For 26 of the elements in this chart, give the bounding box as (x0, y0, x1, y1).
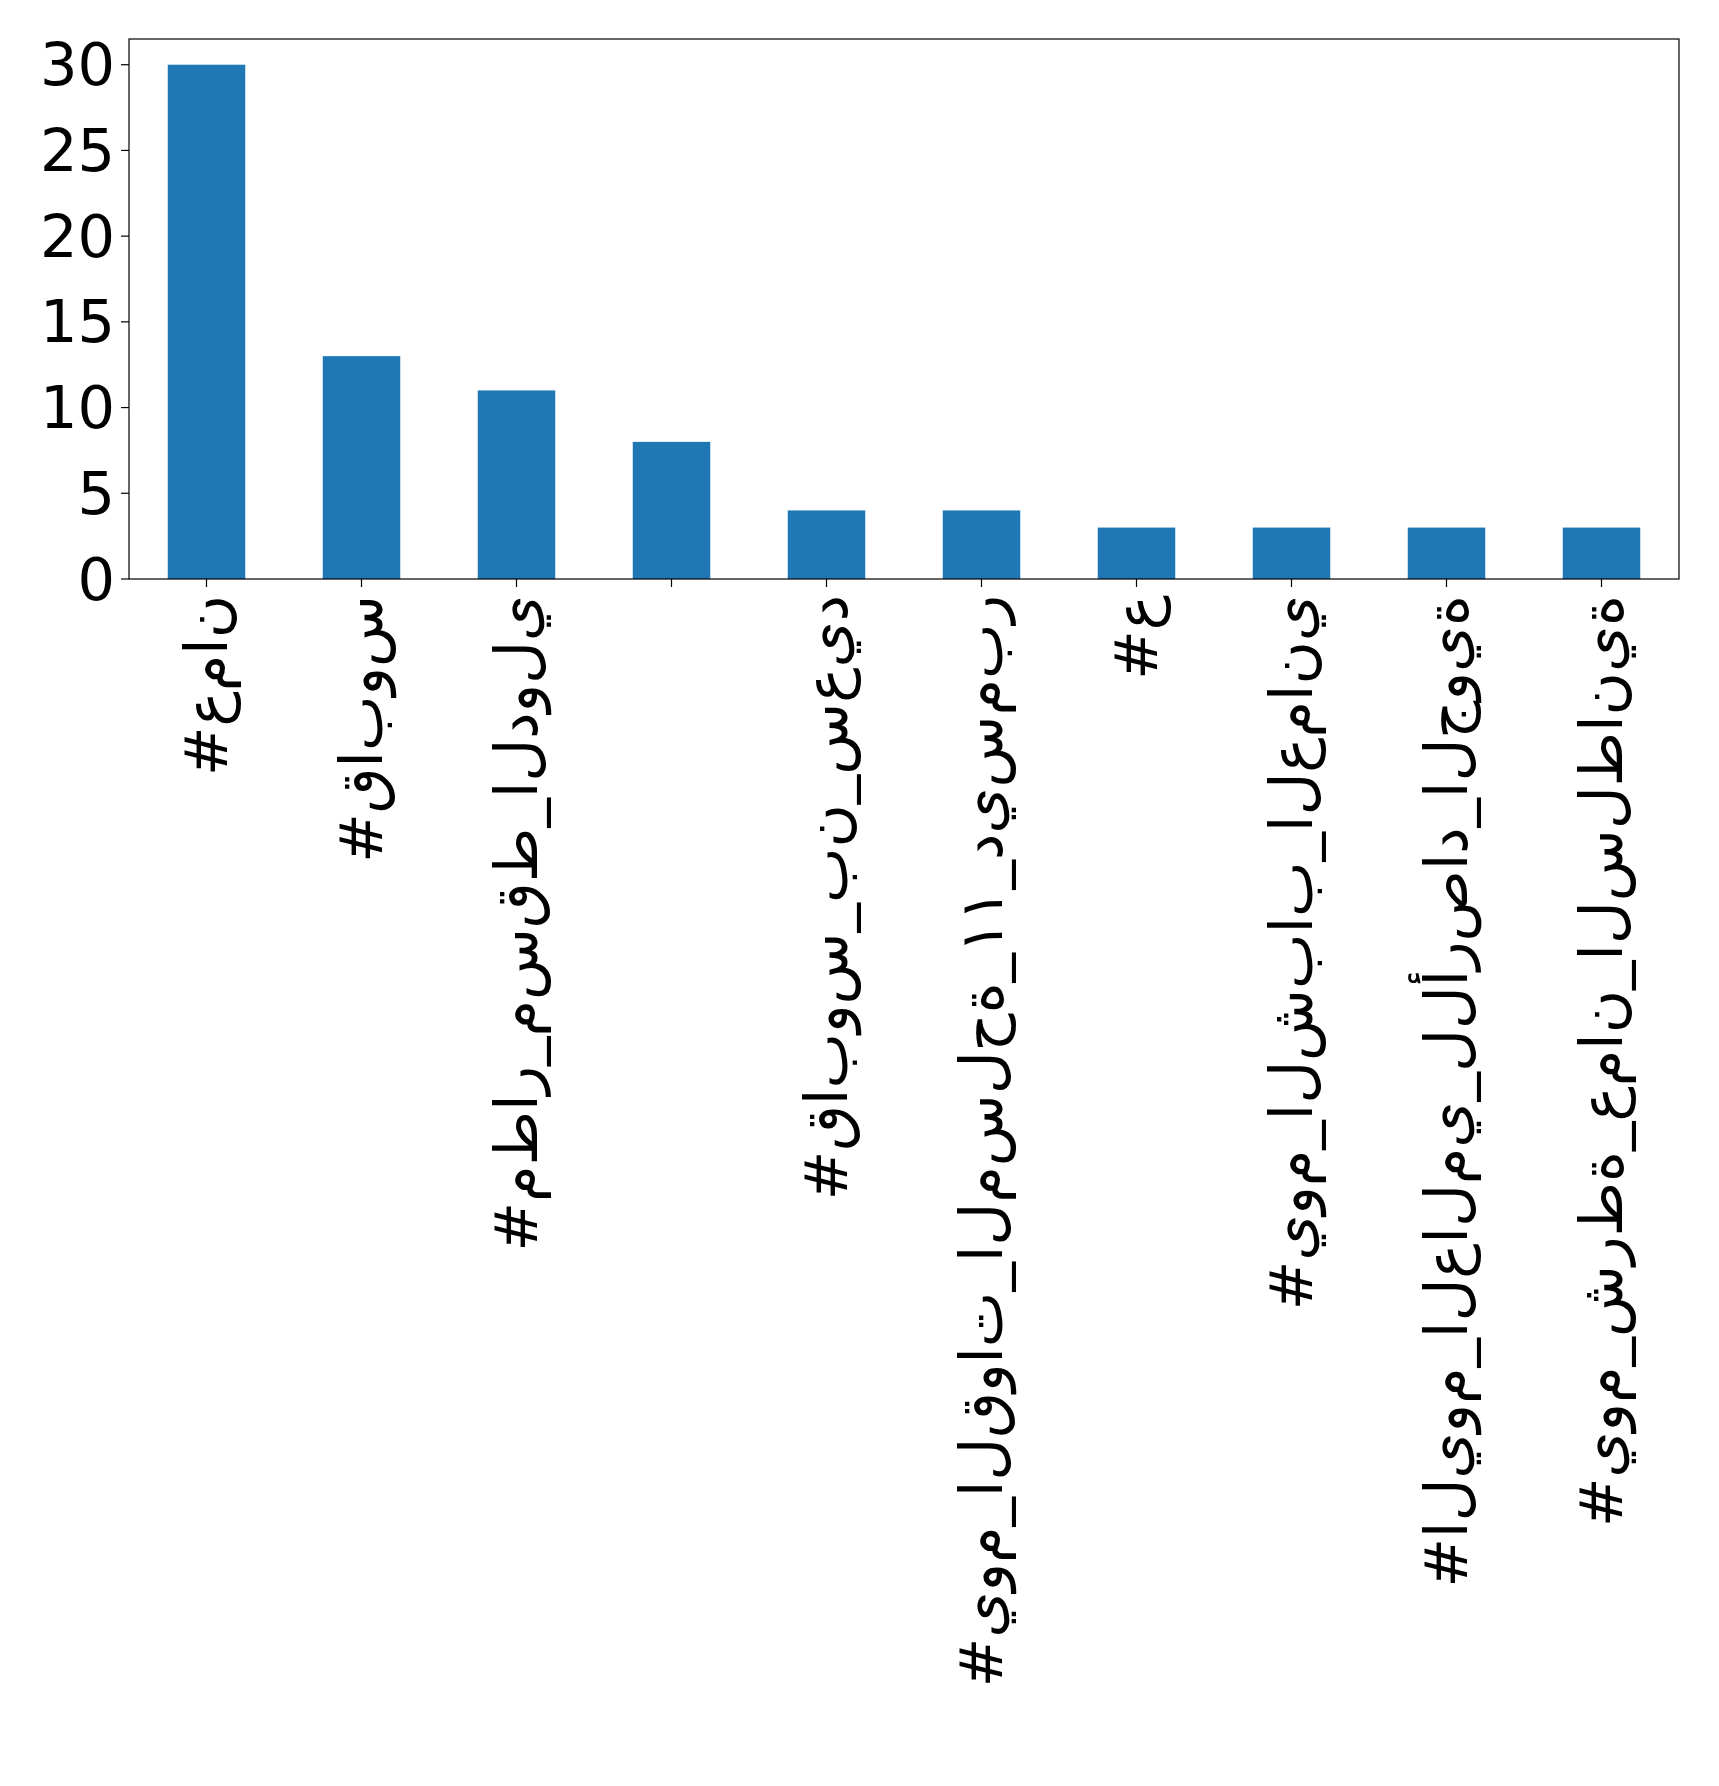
bar (1252, 527, 1331, 579)
y-tick-label: 10 (39, 373, 115, 443)
x-tick-label: #قابوس (327, 595, 397, 863)
x-tick-label: #يوم_الشباب_العماني (1257, 595, 1327, 1311)
bar (632, 441, 711, 579)
bar (477, 390, 556, 579)
y-tick-label: 5 (77, 458, 115, 528)
y-tick-label: 15 (39, 287, 115, 357)
bar (1407, 527, 1486, 579)
bar (1097, 527, 1176, 579)
y-tick-label: 0 (77, 544, 115, 614)
y-tick-label: 25 (39, 115, 115, 185)
bar (167, 64, 246, 579)
x-tick-label: #مطار_مسقط_الدولي (482, 595, 552, 1252)
y-tick-label: 20 (39, 201, 115, 271)
x-tick-label: #قابوس_بن_سعيد (792, 595, 862, 1201)
y-tick-label: 30 (39, 30, 115, 100)
bar (322, 356, 401, 579)
x-tick-label: #اليوم_العالمي_للأرصاد_الجوية (1408, 595, 1482, 1588)
bar (942, 510, 1021, 579)
x-tick-label: #عمان (172, 595, 241, 776)
x-tick-label: #يوم_شرطة_عمان_السلطانية (1567, 595, 1637, 1528)
x-tick-label: #ع (1102, 595, 1171, 680)
x-tick-label: #يوم_القوات_المسلحة_١١_ديسمبر (947, 595, 1017, 1688)
bar (787, 510, 866, 579)
bar (1562, 527, 1641, 579)
